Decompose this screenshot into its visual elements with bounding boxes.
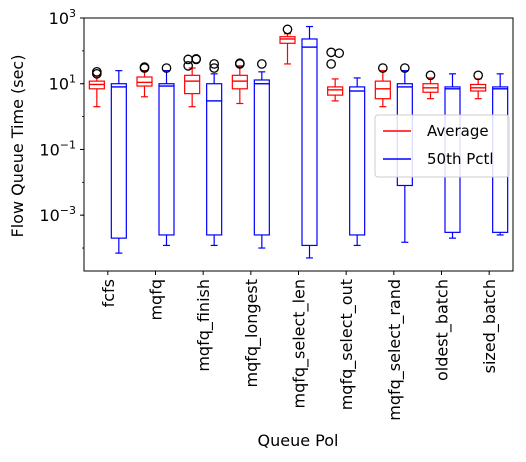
- legend-label: Average: [427, 122, 489, 140]
- x-tick-label: sized_batch: [480, 279, 500, 373]
- flier-point: [399, 63, 410, 73]
- box-fcfs: [88, 66, 105, 108]
- box-mqfq_finish: [183, 54, 202, 108]
- legend-label: 50th Pctl: [427, 150, 494, 168]
- box-body: [327, 86, 344, 96]
- y-tick-label: 101: [49, 73, 76, 94]
- x-tick-label: mqfq_finish: [194, 279, 214, 372]
- x-tick-label: mqfq_select_rand: [385, 279, 405, 421]
- flier-point: [256, 59, 267, 69]
- y-axis-label: Flow Queue Time (sec): [8, 55, 27, 238]
- flier-point: [425, 70, 436, 81]
- box-body: [301, 38, 318, 247]
- box-body: [279, 36, 296, 44]
- box-body: [374, 80, 391, 100]
- series-average: [88, 24, 487, 108]
- box-body: [158, 83, 175, 236]
- box-mqfq_select_out: [326, 47, 345, 102]
- box-sized_batch: [470, 70, 487, 100]
- flier-point: [377, 63, 388, 73]
- legend: Average 50th Pctl: [374, 114, 510, 178]
- flier-point: [334, 48, 345, 59]
- flier-point: [183, 54, 194, 65]
- x-tick-label: mqfq_select_len: [290, 279, 310, 409]
- box-body: [231, 74, 248, 90]
- box-mqfq_select_len: [279, 24, 296, 65]
- flier-point: [326, 47, 337, 58]
- flier-point: [191, 54, 202, 64]
- flier-point: [161, 63, 172, 73]
- box-fcfs: [110, 70, 127, 254]
- box-mqfq_longest: [253, 59, 270, 249]
- axes-layer: 10−3 10−1 101 103 fcfs mqfq mqfq_finish mqfq_lo…: [39, 7, 514, 421]
- flier-point: [183, 60, 194, 71]
- x-tick-label: mqfq_select_out: [337, 279, 357, 410]
- box-oldest_batch: [422, 70, 439, 100]
- x-tick-label: oldest_batch: [433, 279, 453, 381]
- box-body: [136, 76, 153, 87]
- flier-point: [282, 24, 293, 35]
- box-mqfq_select_out: [349, 77, 366, 247]
- x-tick-label: fcfs: [99, 279, 118, 307]
- box-body: [110, 83, 127, 239]
- flier-point: [139, 62, 150, 72]
- flier-point: [209, 59, 220, 69]
- y-tick-label: 103: [49, 7, 76, 28]
- box-body: [206, 83, 223, 236]
- flier-point: [326, 59, 337, 69]
- x-axis-label: Queue Pol: [258, 431, 339, 450]
- box-body: [184, 74, 201, 95]
- box-mqfq: [136, 62, 153, 98]
- series-layer: [88, 24, 509, 259]
- box-body: [349, 86, 366, 236]
- y-tick-label: 10−1: [39, 138, 76, 159]
- series-percentile: [110, 25, 509, 259]
- box-body: [253, 79, 270, 236]
- x-tick-label: mqfq_longest: [242, 279, 262, 388]
- box-mqfq_finish: [206, 59, 223, 247]
- box-mqfq_select_rand: [374, 63, 391, 108]
- y-tick-label: 10−3: [39, 204, 76, 225]
- flier-point: [473, 70, 484, 81]
- box-mqfq: [158, 63, 175, 247]
- flier-point: [234, 58, 245, 69]
- flier-point: [91, 66, 102, 77]
- box-mqfq_longest: [231, 58, 248, 105]
- x-tick-label: mqfq: [147, 279, 166, 321]
- flier-point: [209, 63, 220, 73]
- box-mqfq_select_len: [301, 25, 318, 259]
